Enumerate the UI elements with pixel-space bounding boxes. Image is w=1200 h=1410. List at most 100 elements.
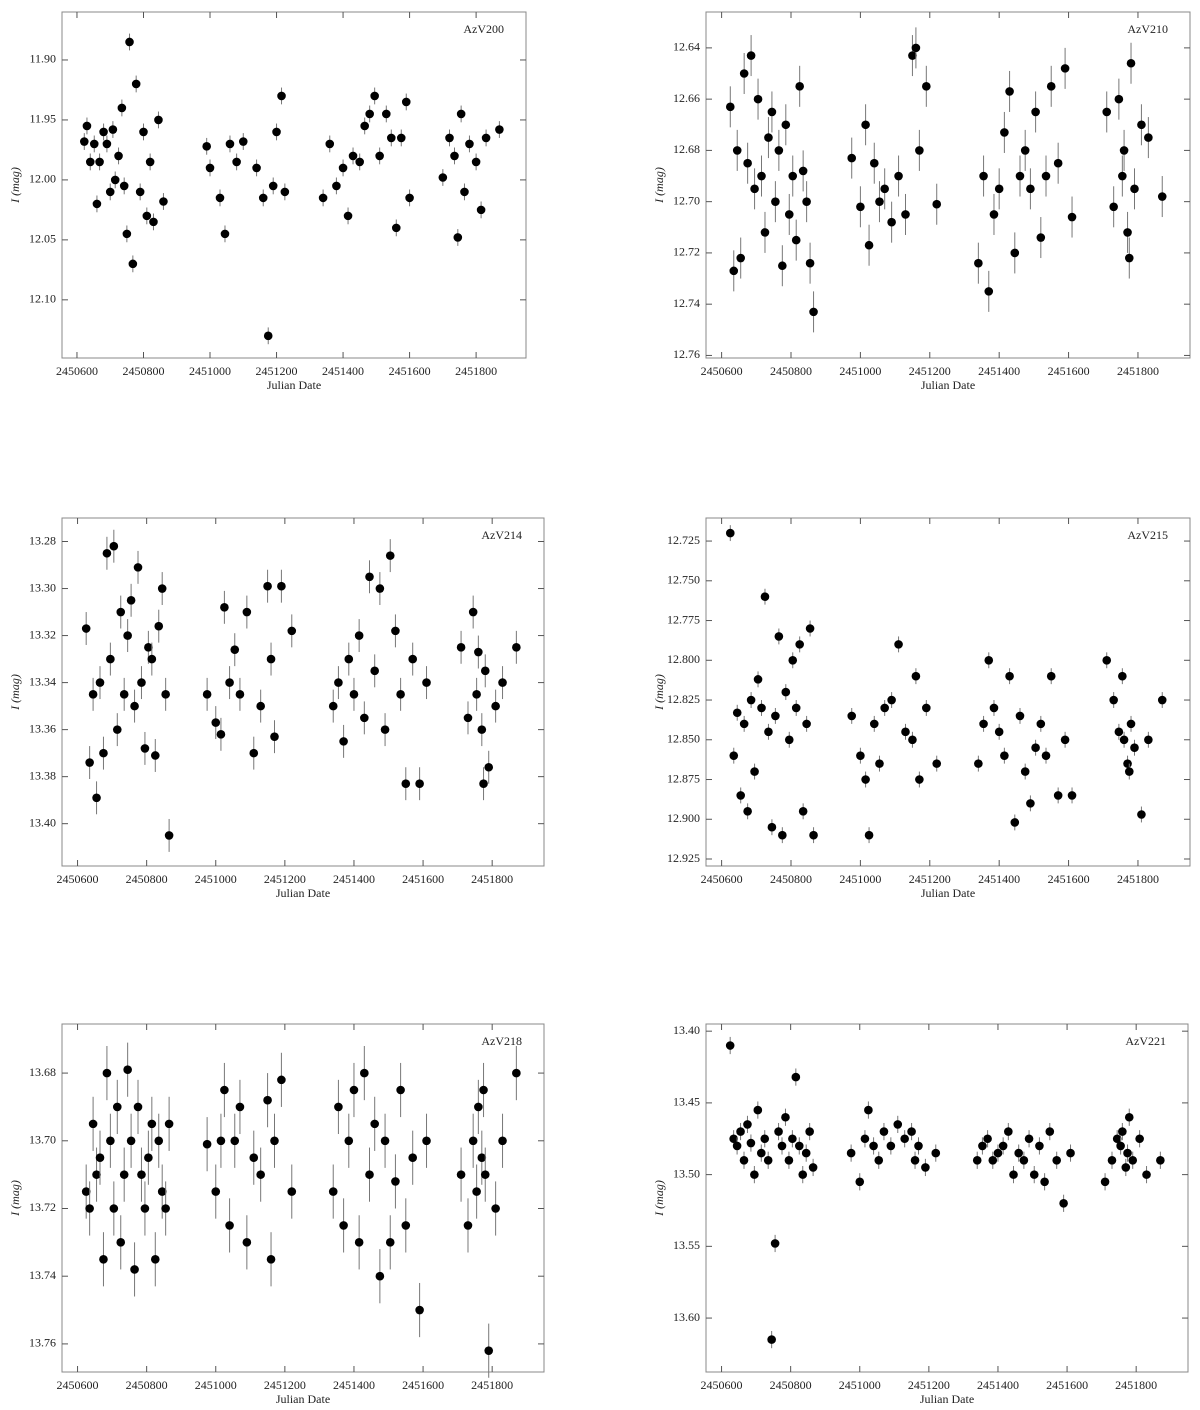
data-point [771,711,780,721]
y-tick-label: 13.45 [673,1095,700,1109]
data-point [932,199,942,209]
data-point [979,719,988,729]
data-point [396,690,405,699]
data-point [456,109,466,119]
data-point [480,1170,490,1179]
data-point [123,1065,132,1075]
data-point [150,1254,160,1264]
data-point [498,678,507,687]
data-point [1052,1155,1062,1165]
data-point [266,1254,276,1264]
data-point [1156,1155,1165,1165]
data-point [370,1119,379,1129]
data-point [232,157,241,167]
data-point [739,719,749,729]
data-point [277,91,286,101]
data-point [277,1075,286,1085]
data-point [989,210,999,219]
y-tick-label: 13.72 [29,1200,56,1214]
y-tick-label: 12.72 [673,245,700,259]
data-point [911,43,921,53]
data-point [914,1141,923,1151]
data-point [386,133,396,143]
data-point [1060,64,1070,73]
x-tick-label: 2451200 [264,1378,306,1392]
x-tick-label: 2450600 [701,1378,743,1392]
data-point [463,713,473,723]
data-point [405,193,414,203]
data-point [736,253,745,263]
data-point [119,690,129,699]
data-point [334,1102,343,1112]
data-point [126,595,136,605]
data-point [349,690,359,699]
data-point [886,1141,896,1151]
data-point [1107,1155,1117,1165]
y-axis-label: I (mag) [8,1180,22,1217]
data-point [272,127,281,137]
plot-frame [61,517,545,867]
data-point [1014,1148,1023,1158]
data-point [370,91,379,101]
y-tick-label: 13.28 [29,533,56,547]
data-point [438,173,448,182]
data-point [984,287,994,296]
data-point [88,1119,98,1129]
data-point [781,687,791,697]
x-tick-label: 2451000 [839,872,881,886]
data-point [893,1120,903,1129]
star-label: AzV221 [1125,1034,1166,1048]
data-point [258,193,268,203]
data-point [142,211,152,221]
data-point [1035,1141,1044,1151]
data-point [809,830,818,840]
data-point [102,1068,112,1078]
data-point [119,1170,129,1179]
data-point [901,210,910,219]
data-point [99,748,108,758]
data-point [365,109,374,119]
data-point [140,1204,150,1213]
x-tick-label: 2451800 [1115,1378,1157,1392]
data-point [125,37,134,47]
data-point [252,163,261,173]
y-tick-label: 12.64 [673,40,700,54]
data-point [1157,192,1167,201]
data-point [401,97,411,107]
data-point [102,139,112,149]
data-point [900,1134,909,1144]
data-point [105,187,115,197]
data-point [788,1134,797,1144]
data-point [328,1187,338,1196]
data-point [750,184,759,194]
data-point [1123,759,1132,768]
y-tick-label: 12.775 [667,612,700,626]
y-tick-label: 12.825 [667,692,700,706]
data-point [85,1204,94,1213]
x-tick-label: 2451400 [978,364,1020,378]
data-point [847,153,857,163]
data-point [1144,735,1153,745]
data-point [1066,1148,1075,1158]
data-point [81,624,91,633]
y-tick-label: 13.32 [29,627,56,641]
data-point [1114,94,1124,104]
data-point [126,1136,136,1146]
data-point [112,1102,122,1112]
y-tick-label: 12.05 [29,232,56,246]
data-point [144,643,153,652]
y-tick-label: 13.40 [29,815,56,829]
data-point [110,175,120,185]
data-point [157,584,167,593]
x-tick-label: 2450600 [56,364,98,378]
x-axis-label: Julian Date [921,378,975,392]
data-point [92,793,101,803]
y-tick-label: 12.750 [667,573,700,587]
data-point [360,121,369,131]
data-point [164,831,174,840]
x-tick-label: 2451200 [909,364,951,378]
data-point [908,735,917,745]
data-point [85,157,95,167]
data-point [753,675,763,684]
